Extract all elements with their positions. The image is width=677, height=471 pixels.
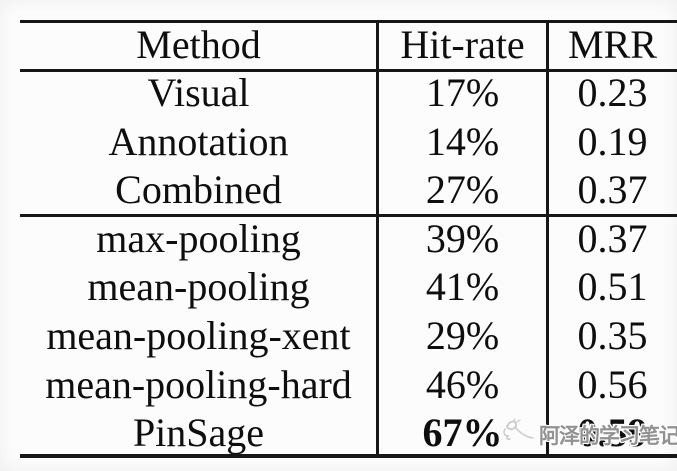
mrr-cell: 0.56 bbox=[577, 361, 648, 407]
mrr-cell: 0.51 bbox=[577, 264, 648, 310]
table-row: Combined 27% 0.37 bbox=[20, 166, 677, 215]
hit-rate-cell: 29% bbox=[425, 313, 500, 358]
method-cell: PinSage bbox=[132, 410, 265, 456]
hit-rate-cell: 67% bbox=[422, 410, 503, 456]
hit-rate-cell: 41% bbox=[425, 264, 500, 310]
doodle-mascot-icon bbox=[500, 417, 536, 452]
mrr-cell: 0.59 bbox=[577, 410, 648, 456]
mrr-cell: 0.19 bbox=[577, 118, 648, 164]
column-divider-hitrate-mrr bbox=[546, 21, 549, 458]
table-row: mean-pooling 41% 0.51 bbox=[20, 263, 677, 312]
header-mrr: MRR bbox=[568, 22, 657, 67]
section-divider-rule bbox=[20, 214, 677, 217]
mrr-cell: 0.37 bbox=[577, 167, 648, 213]
table-header-row: Method Hit-rate MRR bbox=[20, 21, 677, 69]
method-cell: mean-pooling-hard bbox=[45, 361, 352, 407]
method-cell: Visual bbox=[147, 70, 250, 116]
hit-rate-cell: 17% bbox=[425, 70, 500, 116]
table-bottom-rule bbox=[20, 454, 677, 458]
method-cell: Annotation bbox=[108, 118, 289, 164]
method-cell: mean-pooling bbox=[87, 264, 310, 310]
table-row-pinsage: PinSage 67% 0.59 bbox=[20, 409, 677, 458]
hit-rate-cell: 39% bbox=[425, 215, 500, 261]
column-divider-method-hitrate bbox=[376, 21, 379, 458]
table-row: Annotation 14% 0.19 bbox=[20, 118, 677, 167]
watermark: 阿泽的学习笔记 bbox=[500, 417, 677, 452]
watermark-text: 阿泽的学习笔记 bbox=[539, 423, 677, 448]
table-row: mean-pooling-hard 46% 0.56 bbox=[20, 360, 677, 409]
mrr-cell: 0.35 bbox=[577, 313, 648, 358]
header-method: Method bbox=[136, 22, 261, 67]
table-row: Visual 17% 0.23 bbox=[20, 69, 677, 118]
method-cell: Combined bbox=[115, 167, 282, 213]
table-row: max-pooling 39% 0.37 bbox=[20, 215, 677, 264]
method-cell: mean-pooling-xent bbox=[46, 313, 351, 358]
header-bottom-rule bbox=[20, 69, 677, 72]
mrr-cell: 0.37 bbox=[577, 215, 648, 261]
table-top-rule bbox=[20, 20, 677, 23]
results-table: Method Hit-rate MRR Visual 17% 0.23 Anno… bbox=[20, 21, 677, 457]
hit-rate-cell: 27% bbox=[425, 167, 500, 213]
hit-rate-cell: 14% bbox=[425, 118, 500, 164]
mrr-cell: 0.23 bbox=[577, 70, 648, 116]
table-row: mean-pooling-xent 29% 0.35 bbox=[20, 312, 677, 361]
method-cell: max-pooling bbox=[96, 215, 301, 261]
header-hit-rate: Hit-rate bbox=[400, 22, 525, 67]
hit-rate-cell: 46% bbox=[425, 361, 500, 407]
